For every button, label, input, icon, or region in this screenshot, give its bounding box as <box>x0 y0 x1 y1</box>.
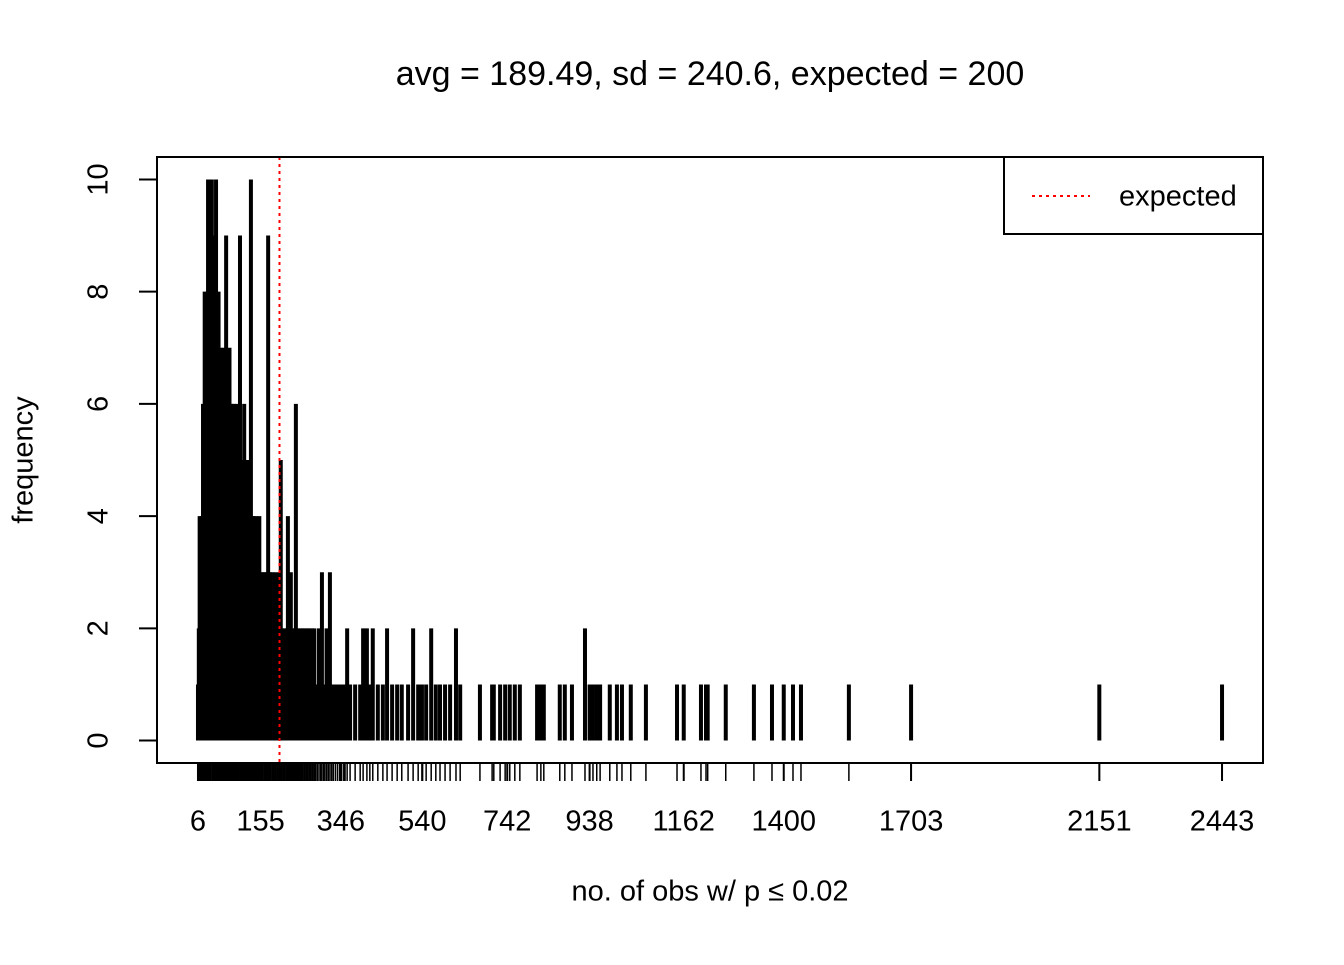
y-tick-label: 10 <box>83 163 115 195</box>
y-tick-label: 0 <box>83 732 115 748</box>
x-tick-label: 1703 <box>879 806 944 838</box>
x-tick-label: 155 <box>236 806 284 838</box>
x-tick-label: 540 <box>398 806 446 838</box>
x-tick-label: 346 <box>317 806 365 838</box>
plot-box <box>156 156 1264 764</box>
y-axis-label: frequency <box>8 396 40 524</box>
chart-title: avg = 189.49, sd = 240.6, expected = 200 <box>396 55 1025 93</box>
x-axis-label: no. of obs w/ p ≤ 0.02 <box>571 876 848 908</box>
x-tick-label: 1400 <box>751 806 816 838</box>
x-tick-label: 6 <box>190 806 206 838</box>
x-tick-label: 742 <box>483 806 531 838</box>
legend-label: expected <box>1119 181 1237 213</box>
x-tick-label: 938 <box>565 806 613 838</box>
x-tick-label: 2443 <box>1190 806 1255 838</box>
y-tick-label: 6 <box>83 396 115 412</box>
y-tick-label: 2 <box>83 620 115 636</box>
y-tick-label: 4 <box>83 508 115 524</box>
x-tick-label: 1162 <box>653 806 715 838</box>
x-tick-label: 2151 <box>1067 806 1132 838</box>
y-tick-label: 8 <box>83 284 115 300</box>
